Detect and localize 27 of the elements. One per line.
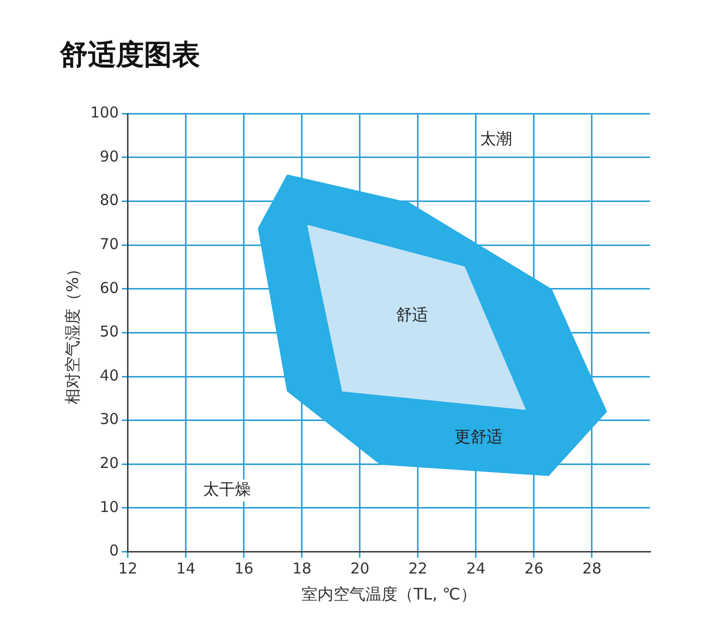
x-tick-label: 20 (350, 560, 370, 578)
y-tick-label: 50 (100, 322, 119, 341)
y-tick-label: 40 (100, 366, 119, 384)
chart-title: 舒适度图表 (59, 38, 200, 72)
annotation: 舒适 (396, 305, 428, 324)
y-tick-label: 70 (100, 234, 119, 253)
y-tick-label: 90 (100, 147, 119, 166)
y-tick-label: 20 (100, 454, 119, 472)
y-tick-label: 80 (100, 191, 119, 210)
y-tick-label: 30 (100, 410, 119, 428)
x-axis-title: 室内空气温度（TL, ℃） (302, 584, 476, 604)
x-tick-label: 12 (118, 560, 138, 578)
x-tick-label: 28 (582, 560, 602, 578)
y-tick-label: 10 (100, 498, 119, 516)
y-tick-label: 0 (109, 542, 119, 560)
annotation: 更舒适 (454, 427, 503, 446)
x-tick-label: 26 (524, 560, 544, 578)
x-tick-label: 22 (408, 560, 428, 578)
x-tick-label: 18 (292, 560, 312, 578)
x-tick-label: 16 (234, 560, 254, 578)
y-tick-label: 100 (90, 103, 119, 122)
y-tick-label: 60 (100, 278, 119, 297)
x-tick-label: 24 (466, 560, 486, 578)
y-axis-title: 相对空气湿度（%） (62, 261, 82, 404)
x-tick-label: 14 (176, 560, 196, 578)
annotation: 太干燥 (203, 480, 252, 499)
annotation: 太潮 (480, 129, 512, 148)
